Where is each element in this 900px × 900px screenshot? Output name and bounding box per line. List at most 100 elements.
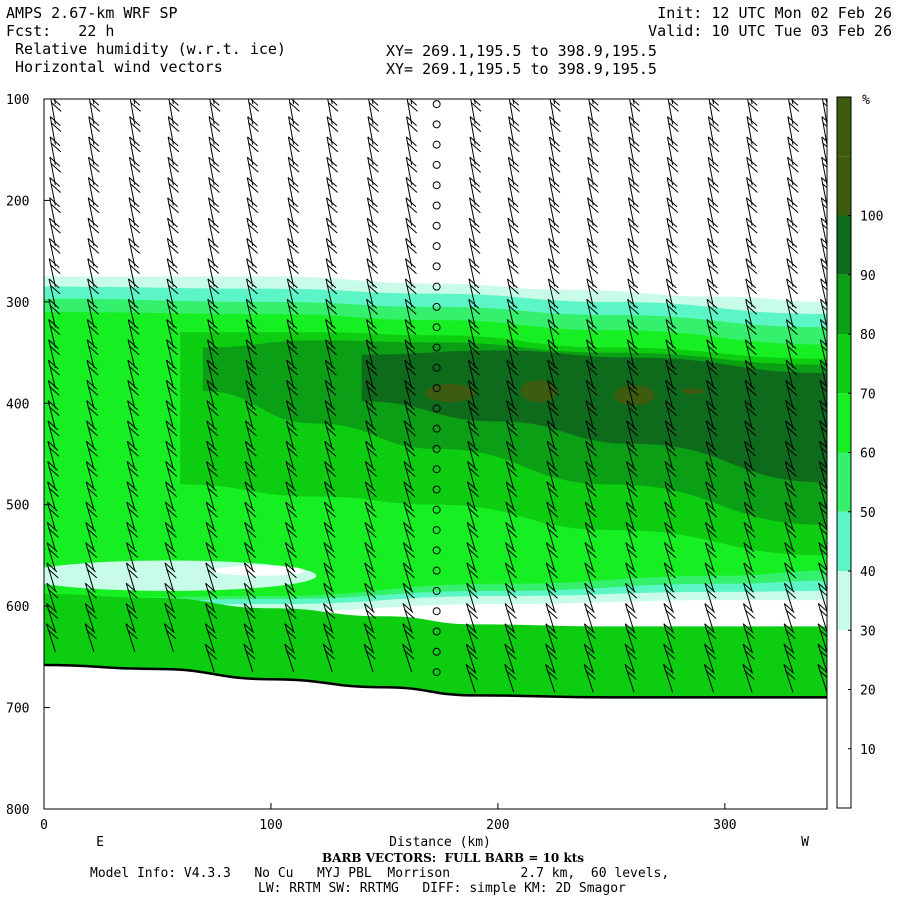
wind-barb-flag — [85, 501, 97, 512]
wind-barb-shaft — [547, 299, 556, 328]
wind-barb-flag — [709, 82, 719, 91]
wind-barb-flag — [404, 568, 415, 579]
wind-barb-shaft — [666, 136, 674, 166]
wind-barb-flag — [87, 446, 98, 457]
wind-barb-shaft — [245, 319, 254, 348]
wind-barb-shaft — [207, 319, 215, 348]
wind-barb-flag — [167, 365, 178, 376]
wind-barb-flag — [208, 365, 219, 376]
wind-barb-shaft — [287, 238, 295, 267]
wind-barb-shaft — [585, 380, 594, 409]
wind-barb-flag — [817, 623, 827, 633]
wind-barb-flag — [366, 487, 377, 498]
wind-barb-flag — [548, 197, 560, 208]
wind-barb-flag — [165, 400, 177, 411]
wind-barb-shaft — [820, 278, 827, 308]
wind-barb-flag — [367, 223, 379, 234]
wind-barb-shaft — [364, 583, 374, 612]
wind-barb-shaft — [205, 522, 215, 551]
wind-barb-flag — [627, 258, 639, 269]
x-tick-label: 300 — [713, 818, 736, 833]
calm-wind-circle — [432, 120, 441, 129]
calm-wind-circle — [432, 444, 441, 453]
wind-barb-shaft — [128, 278, 136, 308]
wind-barb-shaft — [125, 623, 136, 652]
wind-barb-shaft — [47, 400, 56, 429]
wind-barb-flag — [130, 122, 141, 133]
wind-barb-flag — [787, 116, 799, 127]
wind-barb-flag — [468, 278, 480, 289]
wind-barb-flag — [285, 420, 297, 431]
wind-barb-flag — [510, 82, 520, 91]
wind-barb-flag — [405, 278, 416, 289]
wind-barb-shaft — [585, 359, 594, 389]
wind-barb-flag — [324, 548, 336, 559]
wind-barb-flag — [324, 629, 336, 640]
wind-barb-flag — [49, 264, 61, 275]
wind-barb-flag — [131, 82, 141, 91]
wind-barb-shaft — [746, 116, 753, 145]
wind-barb-flag — [48, 298, 60, 309]
wind-barb-flag — [49, 156, 61, 167]
wind-barb-flag — [743, 582, 754, 593]
wind-barb-shaft — [666, 177, 674, 206]
wind-barb-flag — [126, 629, 138, 640]
wind-barb-flag — [405, 385, 417, 396]
wind-barb-shaft — [48, 319, 56, 348]
wind-barb-flag — [547, 298, 559, 309]
wind-barb-flag — [246, 237, 258, 248]
wind-barb-shaft — [506, 339, 515, 368]
wind-barb-flag — [86, 527, 98, 538]
wind-barb-flag — [823, 82, 833, 91]
wind-barb-shaft — [666, 157, 674, 186]
wind-barb-shaft — [547, 380, 556, 409]
wind-barb-shaft — [85, 562, 95, 592]
wind-barb-flag — [668, 76, 678, 85]
wind-barb-flag — [208, 284, 220, 295]
wind-barb-flag — [366, 298, 377, 309]
wind-barb-shaft — [402, 623, 413, 652]
wind-barb-flag — [509, 101, 520, 112]
wind-barb-flag — [287, 258, 298, 269]
wind-barb-flag — [403, 501, 415, 512]
wind-barb-flag — [47, 481, 58, 492]
wind-barb-flag — [506, 527, 518, 538]
wind-barb-shaft — [705, 481, 715, 510]
wind-barb-flag — [48, 319, 60, 329]
wind-barb-shaft — [786, 238, 794, 267]
wind-barb-shaft — [325, 319, 333, 348]
wind-barb-shaft — [48, 238, 56, 267]
wind-barb-flag — [287, 284, 299, 295]
wind-barb-flag — [326, 197, 337, 208]
wind-barb-flag — [327, 203, 338, 214]
wind-barb-flag — [584, 623, 595, 634]
wind-barb-shaft — [505, 522, 515, 551]
wind-barb-flag — [548, 284, 560, 295]
calm-wind-circle — [432, 363, 441, 372]
wind-barb-shaft — [784, 461, 794, 490]
wind-barb-flag — [246, 325, 258, 335]
wind-barb-flag — [628, 304, 639, 315]
wind-barb-flag — [467, 440, 479, 451]
wind-barb-flag — [329, 99, 338, 106]
wind-barb-flag — [742, 643, 754, 654]
wind-barb-flag — [663, 582, 675, 593]
wind-barb-shaft — [705, 420, 715, 450]
wind-barb-flag — [624, 663, 636, 674]
wind-barb-flag — [51, 82, 61, 91]
wind-barb-shaft — [126, 481, 136, 510]
wind-barb-flag — [287, 217, 299, 228]
wind-barb-shaft — [508, 136, 515, 166]
wind-barb-flag — [325, 426, 337, 437]
wind-barb-flag — [326, 365, 337, 376]
wind-barb-flag — [50, 183, 61, 193]
colorbar-segment — [837, 748, 851, 808]
wind-barb-shaft — [785, 380, 794, 409]
wind-barb-flag — [706, 298, 718, 309]
wind-barb-flag — [48, 527, 59, 538]
wind-barb-flag — [549, 243, 560, 254]
wind-barb-shaft — [549, 99, 556, 125]
wind-barb-flag — [818, 521, 827, 531]
wind-barb-shaft — [244, 481, 254, 510]
calm-wind-circle — [432, 586, 441, 595]
